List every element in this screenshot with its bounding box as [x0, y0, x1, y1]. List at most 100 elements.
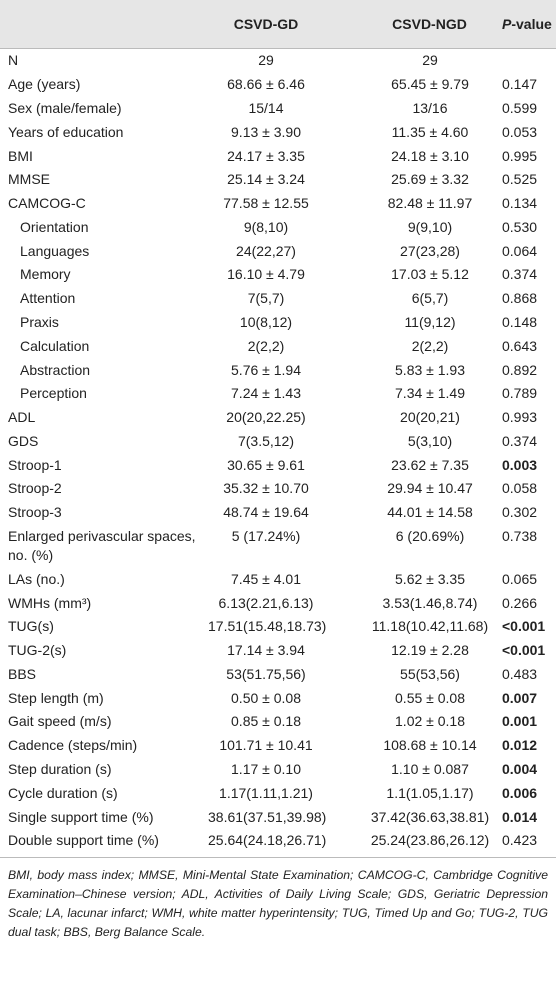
table-cell: 0.483	[502, 665, 538, 682]
table-cell: 6(5,7)	[411, 290, 449, 307]
table-cell: 5.83 ± 1.93	[395, 361, 465, 378]
table-cell: Stroop-1	[8, 456, 62, 473]
table-cell: 27(23,28)	[400, 242, 460, 259]
table-cell: 7(3.5,12)	[237, 432, 295, 449]
table-row: Stroop-1 30.65 ± 9.61 23.62 ± 7.35 0.003	[0, 453, 556, 477]
table-cell: CAMCOG-C	[8, 195, 86, 212]
table-cell: 0.065	[502, 570, 538, 587]
table-cell: 7(5,7)	[247, 290, 285, 307]
table-row: Stroop-3 48.74 ± 19.64 44.01 ± 14.58 0.302	[0, 501, 556, 525]
table-cell: 0.525	[502, 171, 538, 188]
table-cell: 25.24(23.86,26.12)	[370, 832, 490, 849]
table-cell: 0.374	[502, 432, 538, 449]
table-cell: 0.004	[502, 761, 538, 778]
table-cell: ADL	[8, 409, 36, 426]
table-row: LAs (no.) 7.45 ± 4.01 5.62 ± 3.35 0.065	[0, 567, 556, 591]
table-cell: 0.014	[502, 808, 538, 825]
footnote: BMI, body mass index; MMSE, Mini-Mental …	[0, 856, 556, 942]
table-row: Attention 7(5,7) 6(5,7) 0.868	[0, 287, 556, 311]
table-cell: 0.374	[502, 266, 538, 283]
table-cell: LAs (no.)	[8, 570, 65, 587]
table-cell: Enlarged perivascular spaces, no. (%)	[8, 528, 196, 564]
table-cell: Abstraction	[20, 361, 91, 378]
table-cell: 6.13(2.21,6.13)	[218, 594, 314, 611]
table-cell: 0.55 ± 0.08	[395, 689, 465, 706]
table-cell: 16.10 ± 4.79	[227, 266, 305, 283]
table-cell: 0.058	[502, 480, 538, 497]
table-cell: 24.17 ± 3.35	[227, 147, 305, 164]
table-row: Step duration (s) 1.17 ± 0.10 1.10 ± 0.087…	[0, 758, 556, 782]
table-cell: 17.03 ± 5.12	[391, 266, 469, 283]
table-cell: Perception	[20, 385, 87, 402]
table-cell: 38.61(37.51,39.98)	[208, 808, 327, 825]
table-cell	[492, 49, 556, 73]
table-row: Calculation 2(2,2) 2(2,2) 0.643	[0, 334, 556, 358]
table-cell: 0.012	[502, 737, 538, 754]
table-cell: 37.42(36.63,38.81)	[370, 808, 490, 825]
table-cell: Memory	[20, 266, 71, 283]
table-cell: 24(22,27)	[236, 242, 296, 259]
table-cell: 9.13 ± 3.90	[231, 123, 301, 140]
table-row: WMHs (mm³) 6.13(2.21,6.13) 3.53(1.46,8.74)…	[0, 591, 556, 615]
table-cell: 23.62 ± 7.35	[391, 456, 469, 473]
table-cell: 55(53,56)	[400, 665, 460, 682]
table-cell: 0.147	[502, 76, 538, 93]
table-cell: 10(8,12)	[239, 313, 293, 330]
table-row: BMI 24.17 ± 3.35 24.18 ± 3.10 0.995	[0, 144, 556, 168]
table-cell: BMI	[8, 147, 33, 164]
table-cell: 0.599	[502, 99, 538, 116]
table-cell: <0.001	[502, 642, 546, 659]
table-row: TUG-2(s) 17.14 ± 3.94 12.19 ± 2.28 <0.001	[0, 639, 556, 663]
table-cell: 1.17 ± 0.10	[231, 761, 301, 778]
table-cell: 25.14 ± 3.24	[227, 171, 305, 188]
table-cell: 0.302	[502, 504, 538, 521]
table-cell: 1.10 ± 0.087	[391, 761, 469, 778]
table-cell: Age (years)	[8, 76, 81, 93]
table-cell: 7.34 ± 1.49	[395, 385, 465, 402]
table-cell: TUG-2(s)	[8, 642, 67, 659]
table-cell: 0.868	[502, 290, 538, 307]
table-cell: 5(3,10)	[407, 432, 453, 449]
table-cell: 0.789	[502, 385, 538, 402]
table-cell: 15/14	[248, 99, 284, 116]
table-cell: Cycle duration (s)	[8, 784, 118, 801]
table-cell: 11.35 ± 4.60	[391, 123, 469, 140]
table-row: Abstraction 5.76 ± 1.94 5.83 ± 1.93 0.892	[0, 358, 556, 382]
table-row: N 29 29	[0, 49, 556, 73]
table-cell: 5.76 ± 1.94	[231, 361, 301, 378]
table-body: N 29 29 Age (years) 68.66 ± 6.46 65.45 ± 9.79…	[0, 49, 556, 853]
table-row: Perception 7.24 ± 1.43 7.34 ± 1.49 0.789	[0, 382, 556, 406]
table-cell: Step duration (s)	[8, 761, 112, 778]
header-cell: CSVD-NGD	[324, 0, 492, 49]
table-cell: Years of education	[8, 123, 124, 140]
table-cell: Step length (m)	[8, 689, 104, 706]
table-cell: 0.530	[502, 218, 538, 235]
header-cell: CSVD-GD	[208, 0, 324, 49]
header-cell	[0, 0, 208, 49]
table-row: Orientation 9(8,10) 9(9,10) 0.530	[0, 215, 556, 239]
table-row: Step length (m) 0.50 ± 0.08 0.55 ± 0.08 0.0…	[0, 686, 556, 710]
table-row: Enlarged perivascular spaces, no. (%) 5 (…	[0, 525, 556, 568]
table-cell: GDS	[8, 432, 39, 449]
table-cell: 5 (17.24%)	[231, 528, 301, 545]
table-cell: Calculation	[20, 337, 90, 354]
table-cell: 0.892	[502, 361, 538, 378]
table-cell: Stroop-3	[8, 504, 62, 521]
table-cell: 13/16	[412, 99, 448, 116]
table-cell: 7.45 ± 4.01	[231, 570, 301, 587]
table-cell: 0.064	[502, 242, 538, 259]
table-cell: 9(9,10)	[407, 218, 453, 235]
table-cell: 0.995	[502, 147, 538, 164]
table-cell: 5.62 ± 3.35	[395, 570, 465, 587]
table-cell: 65.45 ± 9.79	[391, 76, 469, 93]
table-cell: 68.66 ± 6.46	[227, 76, 305, 93]
table-cell: WMHs (mm³)	[8, 594, 92, 611]
table-cell: TUG(s)	[8, 618, 54, 635]
table-cell: 30.65 ± 9.61	[227, 456, 305, 473]
table-row: Sex (male/female) 15/14 13/16 0.599	[0, 97, 556, 121]
table-cell: 0.134	[502, 195, 538, 212]
table-cell: 77.58 ± 12.55	[223, 195, 309, 212]
table-cell: 29	[258, 52, 274, 69]
table-row: ADL 20(20,22.25) 20(20,21) 0.993	[0, 406, 556, 430]
table-cell: 17.14 ± 3.94	[227, 642, 305, 659]
